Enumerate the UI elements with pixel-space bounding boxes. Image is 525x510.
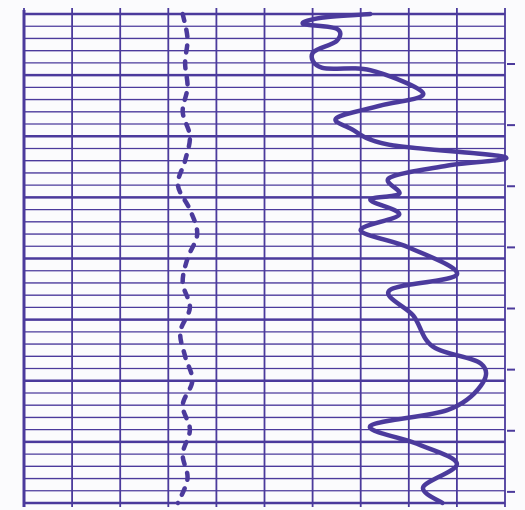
- series-line-dashed: [175, 11, 200, 506]
- chart-grid: [22, 8, 515, 507]
- series-line-solid: [300, 11, 509, 506]
- chart-series-group: [175, 11, 509, 506]
